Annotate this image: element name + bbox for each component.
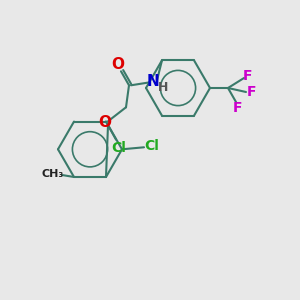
Text: Cl: Cl [145,139,159,153]
Text: N: N [147,74,159,89]
Text: O: O [98,115,112,130]
Text: F: F [243,69,253,83]
Text: F: F [246,85,256,99]
Text: H: H [158,81,168,94]
Text: Cl: Cl [112,141,126,154]
Text: O: O [112,57,124,72]
Text: CH₃: CH₃ [42,169,64,179]
Text: F: F [233,101,243,115]
